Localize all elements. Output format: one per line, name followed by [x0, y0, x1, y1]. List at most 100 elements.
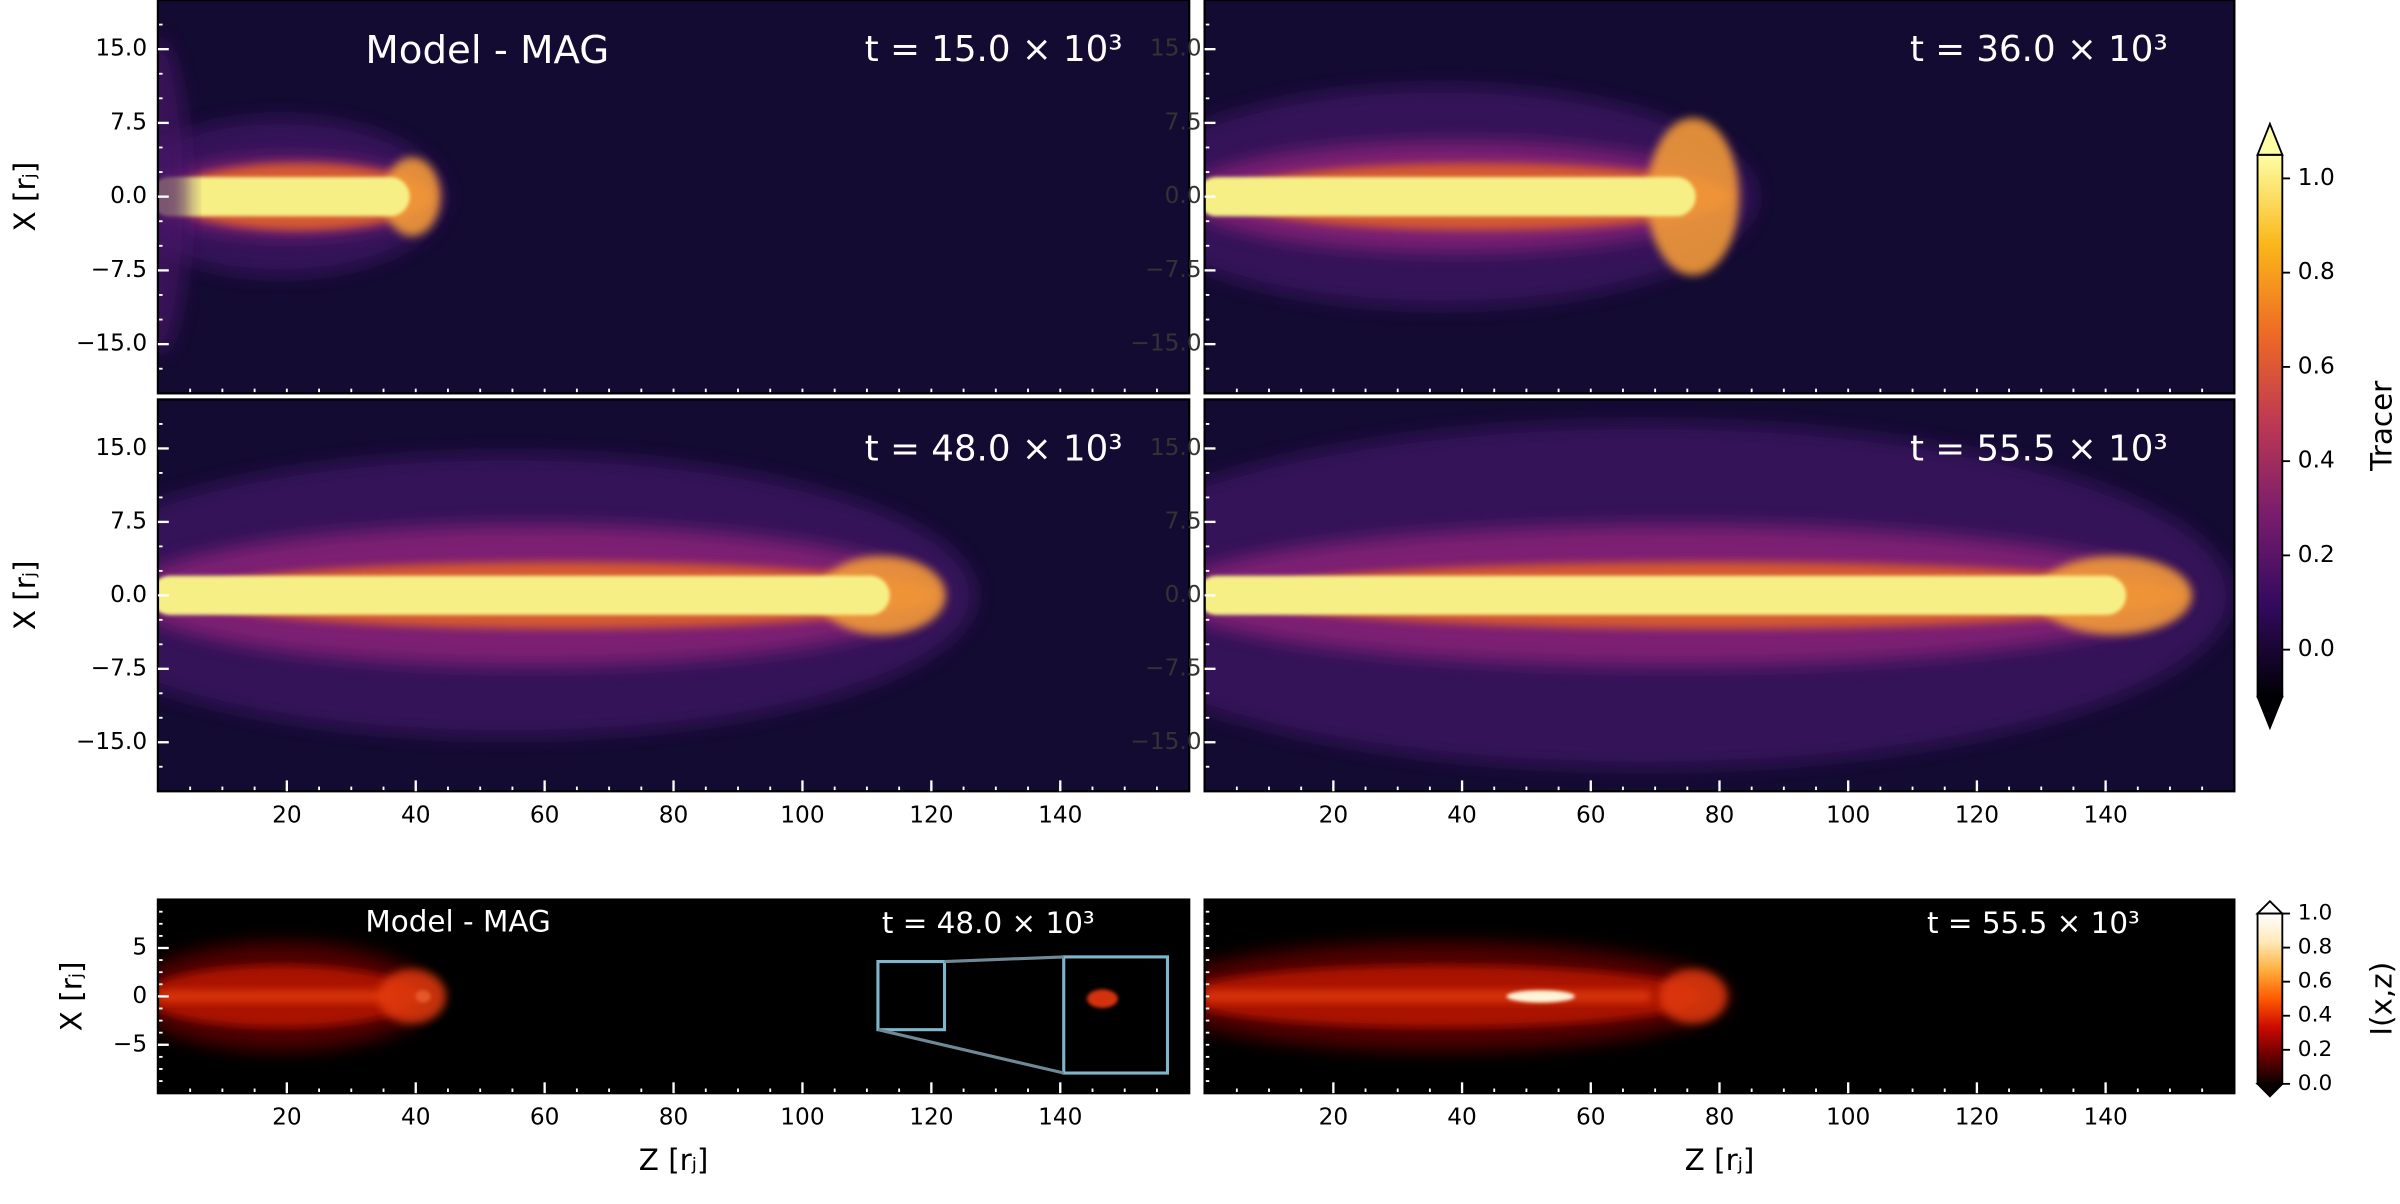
- time-label: t = 55.5 × 10³: [1927, 906, 2140, 940]
- panel-image: [157, 399, 1190, 792]
- y-tick-label: −15.0: [1130, 728, 1201, 755]
- colorbar-frame: [2256, 912, 2284, 1085]
- colorbar-frame: [2256, 153, 2284, 698]
- time-label: t = 55.5 × 10³: [1910, 429, 2168, 470]
- x-tick-label: 80: [1705, 802, 1735, 829]
- x-tick-label: 40: [1447, 802, 1477, 829]
- y-axis-label: X [rⱼ]: [8, 162, 42, 232]
- x-tick-label: 120: [909, 1103, 953, 1130]
- panel-image: [1204, 899, 2235, 1094]
- x-tick-label: 80: [659, 1103, 689, 1130]
- streak: [157, 990, 391, 1003]
- hotspot: [1506, 990, 1575, 1003]
- head: [378, 969, 447, 1024]
- inset-source: [876, 960, 947, 1032]
- colorbar-tick-label: 0.0: [2298, 635, 2335, 662]
- colorbar-tick-label: 1.0: [2298, 164, 2335, 191]
- x-tick-label: 60: [530, 1103, 560, 1130]
- left-haze: [157, 39, 189, 354]
- x-tick-label: 60: [1576, 1103, 1606, 1130]
- colorbar-extend: [2256, 121, 2284, 156]
- y-tick-label: 0.0: [1165, 182, 1202, 209]
- x-tick-label: 100: [780, 802, 824, 829]
- inset-connector: [877, 1028, 1065, 1075]
- colorbar-tick-label: 0.4: [2298, 1003, 2332, 1028]
- colorbar-tick-label: 0.4: [2298, 447, 2335, 474]
- colorbar-tick-label: 0.8: [2298, 935, 2332, 960]
- y-tick-label: 15.0: [1150, 35, 1202, 62]
- y-tick-label: −15.0: [76, 728, 147, 755]
- x-tick-label: 80: [659, 802, 689, 829]
- x-tick-label: 120: [1955, 1103, 1999, 1130]
- inset-spot: [1086, 989, 1118, 1008]
- x-tick-label: 40: [401, 1103, 431, 1130]
- x-tick-label: 100: [1826, 802, 1870, 829]
- x-tick-label: 20: [272, 1103, 302, 1130]
- colorbar-label: Tracer: [2364, 380, 2398, 472]
- y-tick-label: −7.5: [1145, 654, 1201, 681]
- colorbar-tick-label: 0.6: [2298, 352, 2335, 379]
- colorbar-tick-label: 0.2: [2298, 541, 2335, 568]
- x-tick-label: 40: [401, 802, 431, 829]
- y-tick-label: 7.5: [1165, 507, 1202, 534]
- x-tick-label: 20: [272, 802, 302, 829]
- time-label: t = 48.0 × 10³: [882, 906, 1095, 940]
- colorbar-extend: [2256, 695, 2284, 731]
- head: [383, 157, 441, 236]
- jet-core: [157, 575, 890, 615]
- colorbar-body: [2257, 913, 2283, 1084]
- streak: [1204, 990, 1652, 1003]
- x-tick-label: 20: [1319, 1103, 1349, 1130]
- colorbar-tick-label: 0.2: [2298, 1037, 2332, 1062]
- x-tick-label: 140: [1038, 802, 1082, 829]
- y-tick-label: −7.5: [1145, 256, 1201, 283]
- x-axis-label: Z [rⱼ]: [639, 1143, 709, 1177]
- panel-annotation: Model - MAG: [365, 28, 609, 73]
- colorbar-tick-label: 0.8: [2298, 258, 2335, 285]
- y-tick-label: 0.0: [110, 182, 147, 209]
- y-tick-label: −5: [113, 1030, 147, 1057]
- x-tick-label: 140: [2083, 802, 2127, 829]
- x-tick-label: 120: [909, 802, 953, 829]
- y-axis-label: X [rⱼ]: [8, 561, 42, 631]
- panel-image: [157, 0, 1190, 394]
- panel-image: [1204, 399, 2235, 792]
- time-label: t = 36.0 × 10³: [1910, 29, 2168, 70]
- x-tick-label: 140: [2083, 1103, 2127, 1130]
- y-tick-label: 7.5: [110, 108, 147, 135]
- colorbar-extend: [2255, 1082, 2285, 1098]
- jet-core: [1204, 176, 1696, 217]
- y-tick-label: 7.5: [1165, 108, 1202, 135]
- jet-core: [157, 176, 410, 217]
- inset-connector: [944, 955, 1064, 964]
- y-tick-label: 7.5: [110, 507, 147, 534]
- colorbar-extend: [2255, 899, 2285, 915]
- time-label: t = 15.0 × 10³: [865, 29, 1123, 70]
- colorbar-tick-label: 1.0: [2298, 901, 2332, 926]
- colorbar-tick-label: 0.6: [2298, 969, 2332, 994]
- x-tick-label: 40: [1447, 1103, 1477, 1130]
- y-tick-label: −7.5: [91, 654, 147, 681]
- x-tick-label: 20: [1319, 802, 1349, 829]
- inset-zoom: [1062, 955, 1170, 1075]
- y-tick-label: 0.0: [110, 581, 147, 608]
- x-tick-label: 60: [530, 802, 560, 829]
- x-tick-label: 120: [1955, 802, 1999, 829]
- head: [1658, 969, 1728, 1024]
- panel-annotation: Model - MAG: [365, 904, 550, 938]
- y-tick-label: 15.0: [95, 434, 147, 461]
- panel-image: [157, 899, 1190, 1094]
- y-tick-label: 15.0: [1150, 434, 1202, 461]
- y-tick-label: 15.0: [95, 35, 147, 62]
- y-tick-label: 5: [132, 934, 147, 961]
- y-tick-label: 0.0: [1165, 581, 1202, 608]
- x-tick-label: 80: [1705, 1103, 1735, 1130]
- colorbar-tick-label: 0.0: [2298, 1071, 2332, 1096]
- colorbar-label: I(x,z): [2364, 962, 2398, 1036]
- colorbar-body: [2257, 154, 2283, 697]
- x-axis-label: Z [rⱼ]: [1685, 1143, 1755, 1177]
- jet-core: [1204, 575, 2127, 615]
- panel-image: [1204, 0, 2235, 394]
